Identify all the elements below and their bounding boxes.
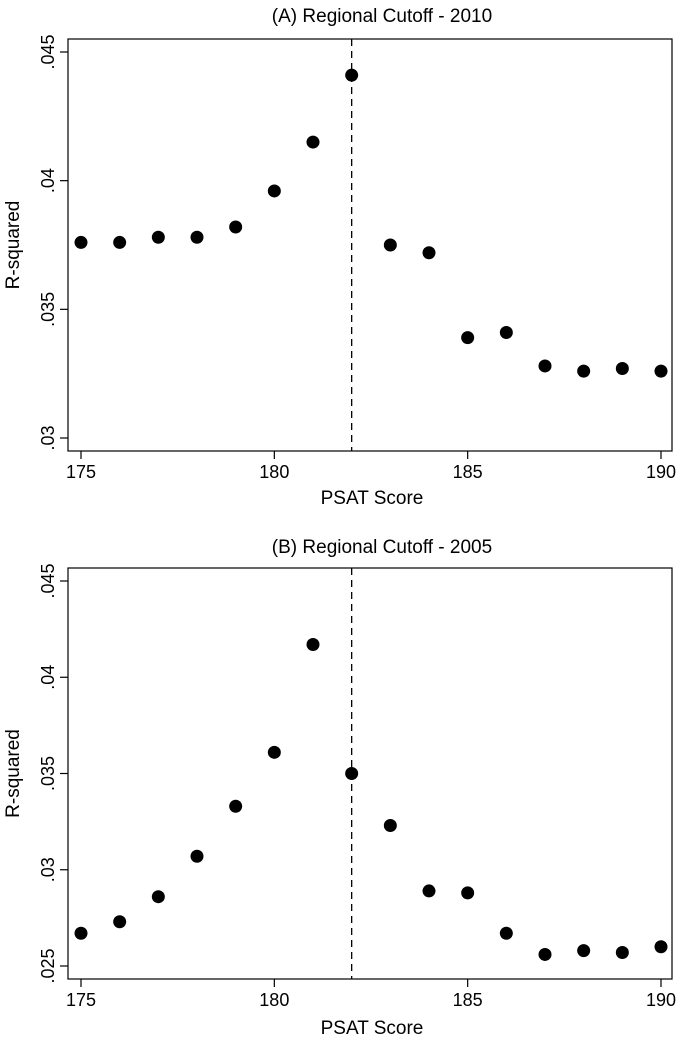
data-point — [615, 362, 629, 376]
x-axis-label: PSAT Score — [321, 1018, 424, 1039]
panel-b: (B) Regional Cutoff - 2005 175 180 185 190 .0… — [3, 537, 676, 1039]
y-tick-label: .025 — [38, 948, 58, 983]
data-point — [267, 184, 281, 198]
chart-title: (A) Regional Cutoff - 2010 — [272, 6, 492, 27]
data-point — [461, 331, 475, 345]
y-tick-label: .04 — [38, 665, 58, 690]
data-point — [306, 135, 320, 149]
y-tick-label: .03 — [38, 425, 58, 450]
data-point — [538, 359, 552, 373]
y-tick-label: .045 — [38, 34, 58, 69]
chart-title: (B) Regional Cutoff - 2005 — [272, 537, 492, 558]
data-point — [229, 799, 243, 813]
data-point — [538, 947, 552, 961]
y-axis-label: R-squared — [3, 201, 24, 290]
y-tick-label: .045 — [38, 563, 58, 598]
data-point — [654, 940, 668, 954]
plot-frame — [67, 38, 673, 452]
data-point — [113, 235, 127, 249]
data-point — [615, 946, 629, 960]
x-tick-label: 190 — [646, 462, 676, 482]
data-point — [461, 886, 475, 900]
data-point — [654, 364, 668, 378]
x-axis-label: PSAT Score — [321, 488, 424, 509]
data-point — [306, 638, 320, 652]
data-point — [151, 230, 165, 244]
x-tick-label: 185 — [453, 990, 483, 1010]
y-tick-label: .035 — [38, 292, 58, 327]
x-tick-label: 190 — [646, 990, 676, 1010]
data-point — [267, 745, 281, 759]
x-tick-label: 180 — [259, 990, 289, 1010]
data-point — [499, 926, 513, 940]
x-tick-label: 185 — [453, 462, 483, 482]
data-point — [383, 238, 397, 252]
panel-a: (A) Regional Cutoff - 2010 175 180 185 190 .0… — [3, 6, 676, 509]
data-point — [74, 926, 88, 940]
data-point — [229, 220, 243, 234]
data-point — [190, 849, 204, 863]
x-tick-label: 180 — [259, 462, 289, 482]
data-point — [190, 230, 204, 244]
data-point — [422, 884, 436, 898]
y-tick-label: .04 — [38, 168, 58, 193]
y-tick-label: .03 — [38, 857, 58, 882]
x-tick-label: 175 — [66, 990, 96, 1010]
data-point — [345, 68, 359, 82]
data-point — [345, 767, 359, 780]
data-point — [113, 915, 127, 929]
data-point — [499, 325, 513, 339]
y-tick-label: .035 — [38, 756, 58, 791]
y-axis-label: R-squared — [3, 729, 24, 818]
data-point — [383, 818, 397, 832]
data-point — [422, 246, 436, 260]
plot-frame — [67, 567, 673, 980]
data-point — [151, 890, 165, 904]
data-point — [577, 944, 591, 958]
x-tick-label: 175 — [66, 462, 96, 482]
data-point — [577, 364, 591, 378]
data-point — [74, 235, 88, 249]
